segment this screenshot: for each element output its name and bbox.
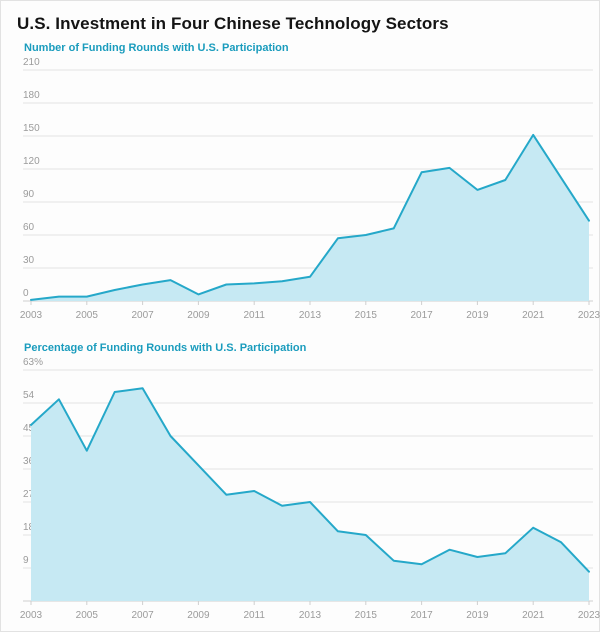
y-tick-label: 36	[23, 456, 35, 467]
area-fill	[31, 134, 589, 301]
x-tick-label: 2017	[410, 310, 433, 321]
x-tick-label: 2019	[466, 310, 489, 321]
y-tick-label: 210	[23, 57, 40, 68]
y-tick-label: 90	[23, 189, 35, 200]
chart-subtitle-rounds: Number of Funding Rounds with U.S. Parti…	[24, 42, 289, 54]
x-tick-label: 2015	[355, 610, 378, 621]
x-tick-label: 2007	[131, 610, 154, 621]
y-tick-label: 0	[23, 288, 29, 299]
x-tick-label: 2021	[522, 310, 545, 321]
y-tick-label: 18	[23, 522, 35, 533]
y-tick-label: 120	[23, 156, 40, 167]
x-tick-label: 2011	[243, 610, 265, 621]
x-tick-label: 2023	[578, 610, 600, 621]
x-tick-label: 2005	[76, 610, 99, 621]
y-tick-label: 60	[23, 222, 35, 233]
x-tick-label: 2013	[299, 610, 322, 621]
x-tick-label: 2017	[410, 610, 433, 621]
x-tick-label: 2005	[76, 310, 99, 321]
percentage-area-chart: 9 18 27 36 45 54 63% 2003 2005 2007 2009 2011 2013 20…	[20, 357, 600, 621]
x-tick-label: 2011	[243, 310, 265, 321]
y-tick-label: 30	[23, 255, 35, 266]
chart-section-percentage: Percentage of Funding Rounds with U.S. P…	[1, 342, 600, 628]
chart-section-rounds: Number of Funding Rounds with U.S. Parti…	[1, 42, 600, 328]
trend-line	[30, 133, 590, 301]
y-tick-label: 150	[23, 123, 40, 134]
x-tick-label: 2023	[578, 310, 600, 321]
y-tick-label: 180	[23, 90, 40, 101]
y-tick-label: 45	[23, 423, 35, 434]
x-tick-label: 2003	[20, 610, 43, 621]
y-tick-label: 63%	[23, 357, 43, 368]
rounds-area-chart: 0 30 60 90 120 150 180 210 2003 2005 2007 2009 2011 2…	[20, 57, 600, 321]
y-tick-label: 27	[23, 489, 35, 500]
x-tick-label: 2003	[20, 310, 43, 321]
x-tick-label: 2009	[187, 610, 210, 621]
x-tick-label: 2019	[466, 610, 489, 621]
area-fill	[31, 388, 589, 601]
y-tick-label: 54	[23, 390, 35, 401]
chart-subtitle-percentage: Percentage of Funding Rounds with U.S. P…	[24, 342, 307, 354]
trend-line	[30, 387, 590, 573]
x-tick-label: 2007	[131, 310, 154, 321]
y-tick-label: 9	[23, 555, 29, 566]
x-tick-label: 2021	[522, 610, 545, 621]
x-tick-label: 2015	[355, 310, 378, 321]
x-tick-label: 2009	[187, 310, 210, 321]
x-tick-label: 2013	[299, 310, 322, 321]
page-title: U.S. Investment in Four Chinese Technolo…	[17, 14, 449, 33]
